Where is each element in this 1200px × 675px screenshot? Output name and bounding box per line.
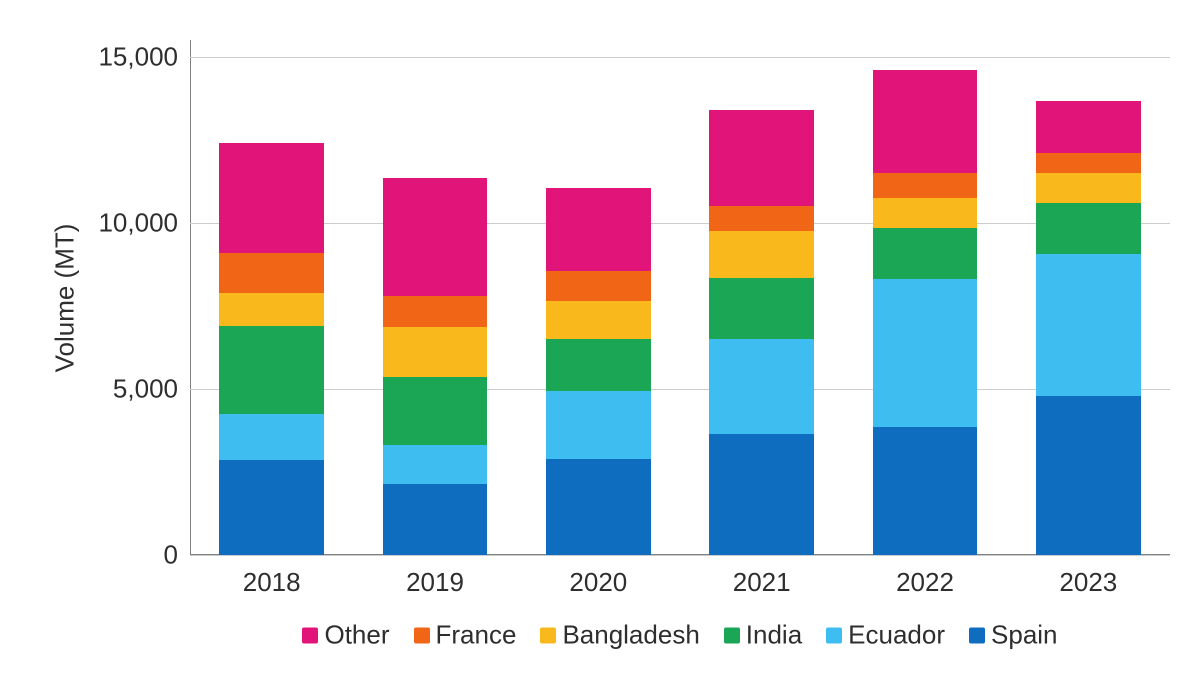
bar-segment-india (219, 326, 324, 414)
bar-group (219, 40, 324, 555)
bar-segment-ecuador (546, 391, 651, 459)
legend-item-spain: Spain (969, 620, 1058, 651)
bar-group (709, 40, 814, 555)
bar-segment-spain (546, 459, 651, 555)
legend: Other France Bangladesh India Ecuador Spain (190, 620, 1170, 651)
bar-segment-other (1036, 101, 1141, 153)
legend-item-ecuador: Ecuador (826, 620, 945, 651)
legend-swatch (724, 627, 740, 643)
y-tick-label: 15,000 (98, 41, 190, 72)
bar-segment-bangladesh (709, 231, 814, 278)
legend-swatch (414, 627, 430, 643)
legend-label: Bangladesh (562, 620, 699, 651)
bar-segment-india (873, 228, 978, 280)
bar-segment-spain (873, 427, 978, 555)
bar-segment-spain (709, 434, 814, 555)
y-tick-label: 10,000 (98, 207, 190, 238)
y-tick-label: 5,000 (113, 373, 190, 404)
x-tick-label: 2023 (1059, 555, 1117, 598)
legend-label: France (436, 620, 517, 651)
y-axis-title: Volume (MT) (50, 223, 81, 372)
bar-segment-india (383, 377, 488, 445)
legend-item-india: India (724, 620, 802, 651)
bar-segment-ecuador (219, 414, 324, 461)
legend-label: Other (324, 620, 389, 651)
bar-segment-spain (1036, 396, 1141, 555)
bar-segment-france (383, 296, 488, 328)
gridline (190, 555, 1170, 556)
x-tick-label: 2020 (569, 555, 627, 598)
bar-group (1036, 40, 1141, 555)
gridline (190, 57, 1170, 58)
bar-segment-ecuador (873, 279, 978, 427)
bar-segment-spain (219, 460, 324, 555)
legend-item-other: Other (302, 620, 389, 651)
x-tick-label: 2018 (243, 555, 301, 598)
bar-segment-bangladesh (873, 198, 978, 228)
bar-segment-bangladesh (546, 301, 651, 339)
bar-segment-spain (383, 484, 488, 555)
legend-swatch (302, 627, 318, 643)
bar-segment-france (219, 253, 324, 293)
x-tick-label: 2021 (733, 555, 791, 598)
bar-segment-bangladesh (219, 293, 324, 326)
bar-segment-india (709, 278, 814, 339)
bar-group (873, 40, 978, 555)
gridline (190, 389, 1170, 390)
legend-label: Spain (991, 620, 1058, 651)
bar-segment-other (546, 188, 651, 271)
bar-segment-bangladesh (1036, 173, 1141, 203)
bar-segment-france (546, 271, 651, 301)
plot-area: 05,00010,00015,0002018201920202021202220… (190, 40, 1170, 555)
bar-segment-india (1036, 203, 1141, 255)
bar-group (383, 40, 488, 555)
bar-segment-france (873, 173, 978, 198)
bar-segment-france (709, 206, 814, 231)
legend-label: India (746, 620, 802, 651)
bar-group (546, 40, 651, 555)
x-tick-label: 2022 (896, 555, 954, 598)
bar-segment-other (383, 178, 488, 296)
bar-segment-france (1036, 153, 1141, 173)
bar-segment-other (873, 70, 978, 173)
bar-segment-other (709, 110, 814, 206)
y-axis-line (190, 40, 191, 555)
legend-swatch (969, 627, 985, 643)
legend-swatch (826, 627, 842, 643)
volume-stacked-bar-chart: 0 5,000 10,000 15,000 2018 2019 2020 2021 2022 20… (0, 0, 1200, 675)
legend-label: Ecuador (848, 620, 945, 651)
bar-segment-ecuador (1036, 254, 1141, 395)
bar-segment-bangladesh (383, 327, 488, 377)
bar-segment-ecuador (383, 445, 488, 483)
x-tick-label: 2019 (406, 555, 464, 598)
bar-segment-india (546, 339, 651, 391)
y-tick-label: 0 (164, 540, 190, 571)
bar-segment-other (219, 143, 324, 253)
legend-item-france: France (414, 620, 517, 651)
gridline (190, 223, 1170, 224)
bar-segment-ecuador (709, 339, 814, 434)
legend-item-bangladesh: Bangladesh (540, 620, 699, 651)
legend-swatch (540, 627, 556, 643)
